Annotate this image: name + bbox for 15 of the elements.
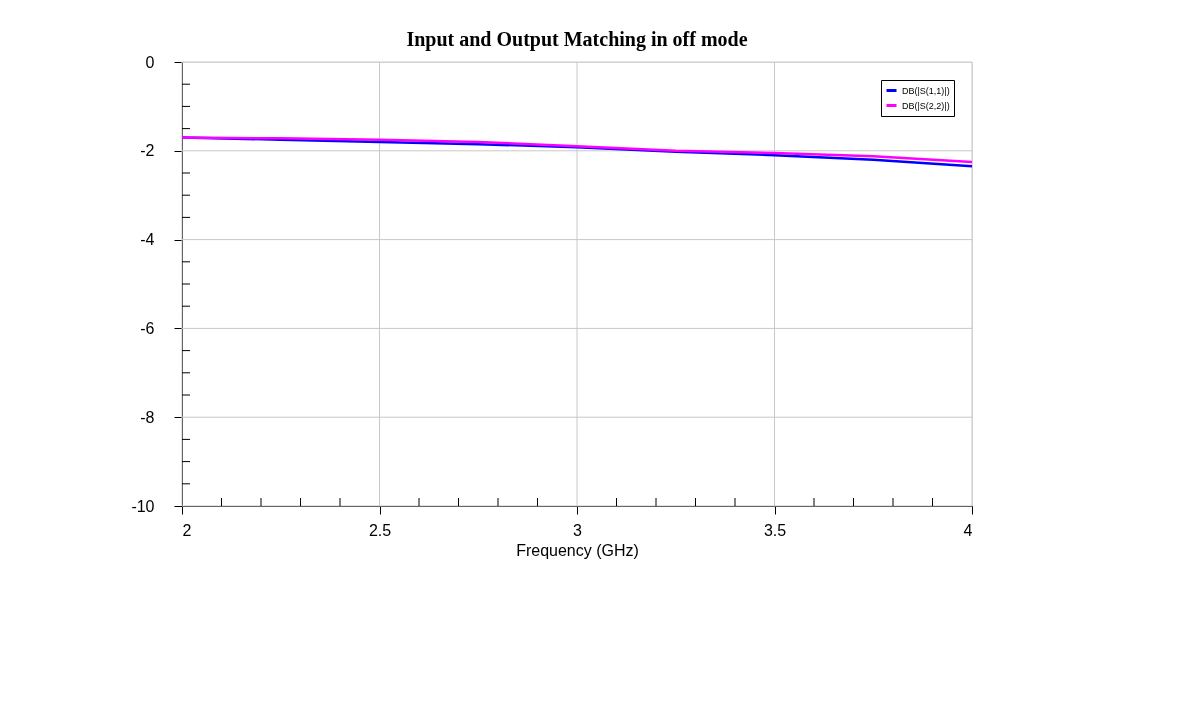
y-tick-label: -6 (140, 319, 155, 337)
x-tick-label: 2 (182, 521, 192, 539)
y-tick-label: 0 (145, 53, 155, 71)
x-axis-title: Frequency (GHz) (516, 541, 639, 559)
y-tick-label: -8 (140, 408, 155, 426)
x-tick-label: 2.5 (368, 521, 392, 539)
y-tick-label: -10 (131, 497, 155, 515)
x-tick-label: 4 (963, 521, 973, 539)
legend-label: DB(|S(2,2)|) (902, 100, 950, 111)
x-tick-label: 3.5 (763, 521, 787, 539)
y-tick-label: -2 (140, 142, 155, 160)
y-tick-label: -4 (140, 231, 155, 249)
chart-title: Input and Output Matching in off mode (406, 28, 748, 51)
legend-label: DB(|S(1,1)|) (902, 85, 950, 96)
x-tick-label: 3 (573, 521, 583, 539)
